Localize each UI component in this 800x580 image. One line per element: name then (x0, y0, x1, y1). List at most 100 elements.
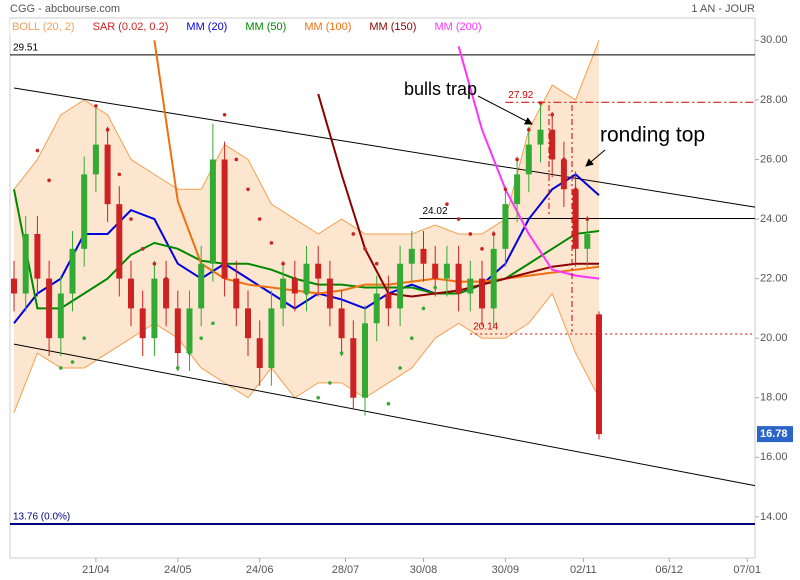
sar-dot (304, 291, 309, 296)
candle-body (572, 189, 579, 249)
candle-body (514, 174, 521, 205)
candle-body (198, 263, 205, 309)
sar-dot (117, 172, 122, 177)
sar-dot (222, 113, 227, 117)
sar-dot (503, 187, 508, 192)
x-tick-label: 30/09 (492, 564, 520, 576)
y-tick-label: 30.00 (760, 34, 788, 46)
candle-body (549, 129, 556, 160)
candle-body (22, 233, 29, 294)
y-tick-label: 26.00 (760, 153, 788, 165)
candle-body (57, 293, 64, 339)
candle-body (420, 248, 427, 264)
candle-body (46, 278, 53, 339)
sar-dot (339, 351, 344, 355)
legend-bg (10, 19, 480, 35)
x-tick-label: 28/07 (332, 564, 360, 576)
sar-dot (386, 401, 391, 406)
y-tick-label: 18.00 (760, 392, 788, 404)
candle-body (139, 308, 146, 339)
sar-dot (257, 217, 262, 221)
trend-line (13, 343, 756, 487)
sar-dot (281, 261, 285, 266)
candle-body (163, 278, 170, 309)
sar-dot (211, 321, 215, 326)
candle-body (280, 278, 287, 309)
candle-body (479, 278, 485, 309)
candle-body (432, 263, 439, 279)
legend-item: MM (150) (369, 21, 416, 33)
candle-body (81, 174, 88, 249)
candle-body (560, 159, 567, 190)
candle-body (245, 308, 251, 339)
sar-dot (269, 241, 274, 245)
candle-body (490, 248, 497, 309)
x-tick-label: 21/04 (82, 564, 110, 576)
legend-item: MM (20) (186, 21, 227, 33)
candle-body (209, 159, 216, 264)
legend-item: BOLL (20, 2) (12, 21, 75, 33)
sar-dot (562, 157, 566, 162)
annotation-arrow (477, 95, 533, 125)
bollinger-lower (13, 292, 600, 413)
level-label: 20.14 (473, 322, 498, 333)
candle-body (350, 338, 357, 398)
sar-dot (140, 247, 145, 251)
last-price-box (757, 426, 793, 443)
x-tick-label: 02/11 (570, 564, 597, 576)
sar-dot (445, 202, 449, 206)
sar-dot (94, 104, 98, 108)
sar-dot (538, 101, 543, 105)
candle-body (291, 278, 298, 294)
sar-dot (129, 217, 133, 221)
sar-dot (456, 217, 461, 221)
sar-dot (152, 261, 157, 266)
last-price-label: 16.78 (760, 428, 788, 440)
x-tick-label: 30/08 (410, 564, 438, 576)
candle-body (584, 233, 591, 249)
sar-dot (59, 366, 63, 370)
y-tick-label: 20.00 (760, 332, 788, 344)
level-label: 13.76 (0.0%) (13, 512, 70, 523)
sar-dot (398, 366, 402, 370)
candle-body (397, 263, 404, 309)
sar-dot (70, 360, 75, 364)
sar-dot (433, 285, 438, 290)
candle-body (174, 308, 181, 354)
sar-dot (585, 217, 590, 221)
candle-body (338, 308, 345, 339)
candle-body (315, 263, 322, 279)
level-label: 27.92 (508, 90, 533, 101)
sar-dot (187, 351, 192, 355)
candle-body (268, 308, 275, 368)
sar-dot (234, 157, 239, 162)
candle-body (116, 204, 123, 279)
candle-body (525, 144, 532, 175)
level-label: 29.51 (13, 43, 38, 54)
candle-body (455, 263, 462, 294)
x-tick-label: 24/06 (246, 564, 274, 576)
annotation-arrow (585, 149, 606, 167)
legend-item: MM (200) (434, 21, 481, 33)
sar-dot (351, 232, 356, 236)
sar-dot (176, 366, 180, 370)
bollinger-upper (13, 40, 600, 235)
sar-dot (246, 187, 250, 192)
x-tick-label: 07/01 (733, 564, 761, 576)
sar-dot (421, 306, 426, 311)
candle-body (408, 248, 415, 264)
y-tick-label: 28.00 (760, 94, 788, 106)
trend-line (13, 87, 756, 208)
candle-body (151, 278, 158, 339)
candle-body (373, 293, 380, 324)
sar-dot (374, 261, 379, 266)
candle-body (221, 159, 228, 279)
candle-body (362, 323, 368, 398)
candle-body (69, 248, 76, 294)
sar-dot (363, 247, 367, 251)
sar-dot (480, 247, 484, 251)
sar-dot (82, 336, 86, 340)
period: 1 AN - JOUR (691, 3, 755, 15)
sar-dot (105, 127, 110, 132)
